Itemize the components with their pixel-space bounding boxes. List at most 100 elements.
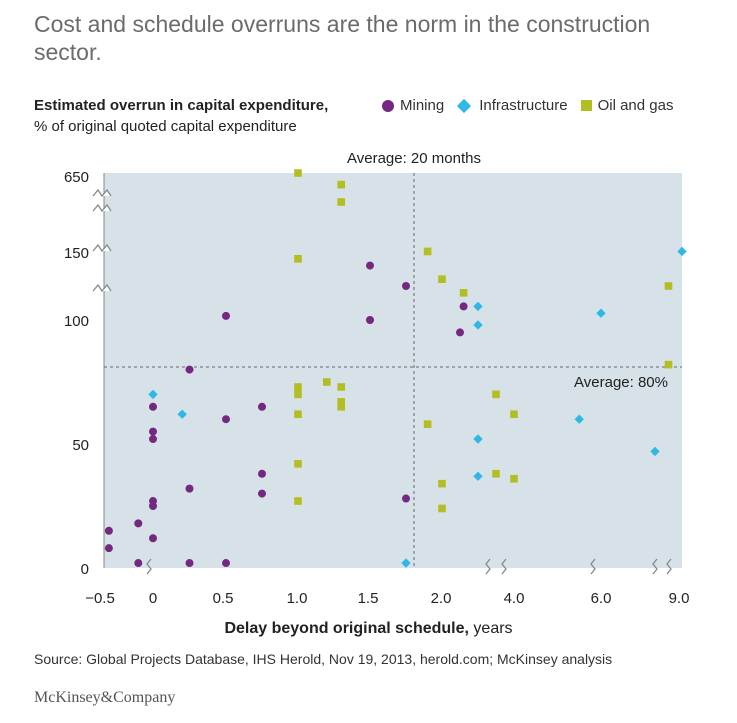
mining-point <box>222 559 230 568</box>
x-axis-title-unit: years <box>468 620 513 637</box>
oil-and-gas-point <box>423 247 432 256</box>
infrastructure-point <box>148 389 158 400</box>
oil-and-gas-point <box>459 289 468 297</box>
mining-point <box>222 311 230 320</box>
mining-point <box>104 544 113 553</box>
x-tick-label: 4.0 <box>504 590 525 607</box>
x-tick-label: −0.5 <box>85 590 115 607</box>
legend-label-mining: Mining <box>400 97 445 114</box>
mining-point <box>149 435 157 444</box>
oil-and-gas-point <box>337 403 345 411</box>
circle-marker-icon <box>382 99 394 112</box>
x-tick-label: 9.0 <box>669 590 690 607</box>
x-axis-break-icon <box>485 558 491 575</box>
x-axis-break-icon <box>590 558 596 575</box>
y-axis-break-icon <box>92 203 112 213</box>
mining-point <box>149 497 157 506</box>
y-axis-title: Estimated overrun in capital expenditure… <box>34 97 329 114</box>
oil-and-gas-point <box>337 383 345 391</box>
y-tick-label: 150 <box>64 245 89 262</box>
chart-title: Cost and schedule overruns are the norm … <box>34 11 651 65</box>
legend-item-mining: Mining <box>382 97 444 114</box>
mining-point <box>459 302 468 311</box>
x-axis-break-icon <box>652 558 658 575</box>
mining-point <box>134 519 143 528</box>
mining-point <box>185 559 194 568</box>
oil-and-gas-point <box>294 410 302 419</box>
oil-and-gas-point <box>492 390 500 399</box>
x-axis-break-icon <box>146 558 152 575</box>
y-axis-break-icon <box>92 283 112 293</box>
x-tick-label: 6.0 <box>591 590 612 607</box>
mining-point <box>402 494 410 503</box>
mining-point <box>134 559 143 568</box>
x-axis-title-bold: Delay beyond original schedule, <box>224 620 469 637</box>
mining-point <box>222 415 230 424</box>
scatter-chart: Average: 20 months Average: 80% 0 50 100 150 6… <box>64 150 690 607</box>
x-axis-title: Delay beyond original schedule, years <box>0 620 737 638</box>
x-axis-break-icon <box>666 558 672 575</box>
oil-and-gas-point <box>323 378 331 386</box>
oil-and-gas-point <box>664 282 673 290</box>
infrastructure-point <box>473 434 483 444</box>
oil-and-gas-point <box>294 169 302 177</box>
infrastructure-point <box>650 446 660 457</box>
infrastructure-point <box>677 246 687 257</box>
oil-and-gas-point <box>510 474 518 483</box>
x-axis-break-icon <box>501 558 507 575</box>
legend-label-infrastructure: Infrastructure <box>479 97 568 114</box>
infrastructure-point <box>473 301 483 312</box>
oil-and-gas-point <box>438 479 446 488</box>
infrastructure-point <box>473 471 483 481</box>
y-tick-label: 0 <box>81 561 89 578</box>
mining-point <box>258 489 266 498</box>
y-axis-break-icon <box>92 188 112 198</box>
mining-point <box>258 402 266 411</box>
x-tick-label: 0 <box>149 590 157 607</box>
oil-and-gas-point <box>337 398 345 406</box>
y-axis-subtitle: % of original quoted capital expenditure <box>34 118 297 135</box>
x-tick-label: 2.0 <box>431 590 452 607</box>
mining-point <box>104 526 113 535</box>
legend-label-oil-and-gas: Oil and gas <box>597 97 674 114</box>
mining-point <box>149 534 157 543</box>
oil-and-gas-point <box>294 460 302 468</box>
mining-point <box>366 261 374 270</box>
mining-point <box>185 365 194 374</box>
mining-point <box>185 484 194 493</box>
average-percent-label: Average: 80% <box>574 374 668 391</box>
oil-and-gas-point <box>337 180 345 189</box>
mining-point <box>456 328 464 337</box>
legend: Mining Infrastructure Oil and gas <box>382 97 686 114</box>
oil-and-gas-point <box>294 390 302 399</box>
brand-logo: McKinsey&Company <box>34 689 176 706</box>
mining-point <box>149 402 157 411</box>
mining-point <box>149 427 157 436</box>
oil-and-gas-point <box>492 469 500 478</box>
mining-point <box>258 469 266 478</box>
square-marker-icon <box>580 100 592 111</box>
y-axis-break-icon <box>92 243 112 253</box>
oil-and-gas-point <box>423 420 432 428</box>
oil-and-gas-point <box>294 255 302 263</box>
oil-and-gas-point <box>294 383 302 391</box>
y-tick-label: 100 <box>64 313 89 330</box>
oil-and-gas-point <box>438 504 446 513</box>
oil-and-gas-point <box>337 198 345 206</box>
source-note: Source: Global Projects Database, IHS He… <box>34 651 613 667</box>
mining-point <box>366 316 374 324</box>
oil-and-gas-point <box>294 497 302 505</box>
plot-area <box>104 173 682 568</box>
infrastructure-point <box>473 320 483 330</box>
oil-and-gas-point <box>438 275 446 283</box>
legend-item-oil-and-gas: Oil and gas <box>580 97 674 114</box>
infrastructure-point <box>177 409 187 419</box>
x-tick-label: 1.5 <box>358 590 379 607</box>
y-tick-label: 650 <box>64 169 89 186</box>
x-tick-label: 1.0 <box>287 590 308 607</box>
x-tick-label: 0.5 <box>213 590 234 607</box>
average-months-label: Average: 20 months <box>347 150 481 167</box>
oil-and-gas-point <box>510 410 518 419</box>
mining-point <box>402 282 410 290</box>
y-tick-label: 50 <box>72 437 89 454</box>
